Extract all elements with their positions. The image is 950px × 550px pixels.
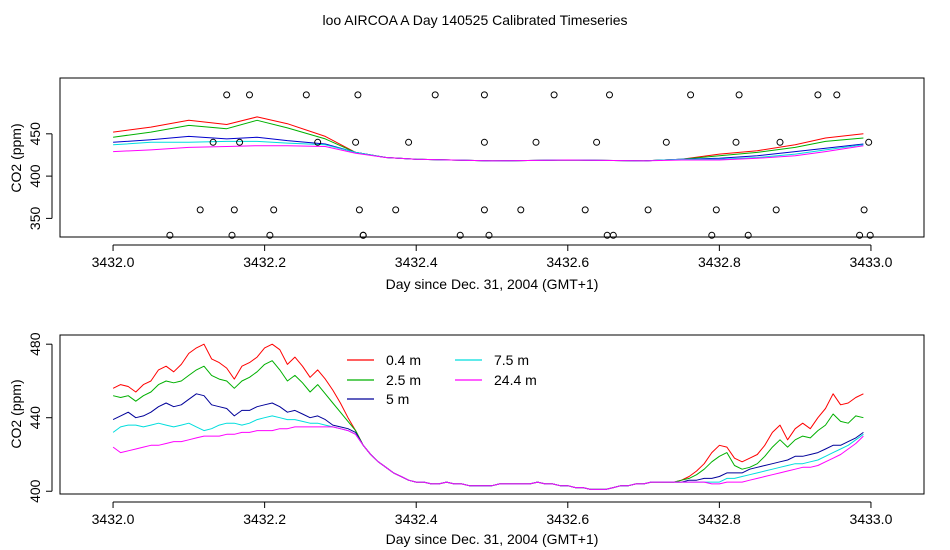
bottom-x-axis: 3432.0 3432.2 3432.4 3432.6 3432.8 3433.0 <box>92 501 893 527</box>
top-scatter-point <box>772 206 780 214</box>
top-y-tick-label: 450 <box>27 122 43 146</box>
top-scatter-point <box>480 138 488 146</box>
legend-label-1: 2.5 m <box>386 372 421 388</box>
bottom-y-axis-label: CO2 (ppm) <box>8 379 24 448</box>
top-scatter-point <box>480 91 488 99</box>
top-scatter-point <box>581 206 589 214</box>
top-scatter-point <box>359 231 367 239</box>
top-scatter-point <box>405 138 413 146</box>
top-x-tick-label: 3432.8 <box>698 254 741 270</box>
top-scatter-point <box>687 91 695 99</box>
bottom-series-lines <box>112 343 864 490</box>
figure-title: loo AIRCOA A Day 140525 Calibrated Times… <box>322 12 627 28</box>
top-scatter-point <box>856 231 864 239</box>
top-scatter-point <box>662 138 670 146</box>
top-scatter-point <box>609 231 617 239</box>
bottom-x-tick-label: 3433.0 <box>850 511 893 527</box>
top-scatter-point <box>302 91 310 99</box>
top-plot-frame <box>59 77 925 238</box>
top-series-lines <box>113 116 864 162</box>
top-scatter-point <box>517 206 525 214</box>
legend-label-0: 0.4 m <box>386 352 421 368</box>
top-scatter-point <box>209 138 217 146</box>
top-scatter-point <box>712 206 720 214</box>
top-scatter-point <box>456 231 464 239</box>
top-scatter-point <box>355 206 363 214</box>
top-series-line-2 <box>113 135 864 162</box>
top-scatter-point <box>735 91 743 99</box>
top-scatter-point <box>865 138 873 146</box>
top-scatter-point <box>246 91 253 99</box>
top-scatter-point <box>266 231 274 239</box>
top-scatter-point <box>314 138 322 146</box>
top-x-tick-label: 3432.6 <box>546 254 589 270</box>
bottom-series-line-2 <box>112 393 864 490</box>
top-x-tick-label: 3432.4 <box>395 254 438 270</box>
top-scatter-point <box>392 206 400 214</box>
top-scatter-point <box>352 138 360 146</box>
bottom-y-tick-label: 480 <box>27 332 43 356</box>
bottom-x-tick-label: 3432.0 <box>92 511 135 527</box>
top-x-axis: 3432.0 3432.2 3432.4 3432.6 3432.8 3433.0 <box>92 244 893 270</box>
top-scatter-point <box>228 231 236 239</box>
bottom-x-tick-label: 3432.6 <box>546 511 589 527</box>
top-scatter-point <box>480 206 488 214</box>
top-scatter-points <box>166 91 874 239</box>
top-scatter-point <box>196 206 204 214</box>
top-y-tick-label: 350 <box>27 207 43 231</box>
top-scatter-point <box>354 91 362 99</box>
bottom-x-axis-label: Day since Dec. 31, 2004 (GMT+1) <box>386 531 599 547</box>
bottom-timeseries-panel: 3432.0 3432.2 3432.4 3432.6 3432.8 3433.0 400… <box>8 332 925 547</box>
top-scatter-point <box>732 138 740 146</box>
top-scatter-point <box>860 206 868 214</box>
legend: 0.4 m 2.5 m 5 m 7.5 m 24.4 m <box>347 352 537 407</box>
top-scatter-point <box>708 231 716 239</box>
top-scatter-point <box>532 138 540 146</box>
top-scatter-point <box>776 138 784 146</box>
top-x-tick-label: 3432.0 <box>92 254 135 270</box>
top-scatter-point <box>270 206 278 214</box>
top-scatter-point <box>166 231 174 239</box>
top-series-line-1 <box>113 119 864 162</box>
top-y-tick-label: 400 <box>27 164 43 188</box>
bottom-x-tick-label: 3432.4 <box>395 511 438 527</box>
top-x-tick-label: 3433.0 <box>850 254 893 270</box>
legend-label-4: 24.4 m <box>494 372 537 388</box>
top-scatter-point <box>833 91 841 99</box>
top-timeseries-panel: 3432.0 3432.2 3432.4 3432.6 3432.8 3433.0 350… <box>8 77 925 292</box>
top-series-line-4 <box>113 145 864 162</box>
top-scatter-point <box>550 91 558 99</box>
top-scatter-point <box>485 231 493 239</box>
top-x-tick-label: 3432.2 <box>243 254 286 270</box>
bottom-y-axis: 400 440 480 <box>27 332 53 503</box>
top-scatter-point <box>236 138 244 146</box>
top-scatter-point <box>230 206 238 214</box>
legend-label-2: 5 m <box>386 391 409 407</box>
top-scatter-point <box>644 206 652 214</box>
bottom-plot-frame <box>59 334 925 495</box>
top-scatter-point <box>814 91 822 99</box>
top-scatter-point <box>593 138 601 146</box>
bottom-x-tick-label: 3432.2 <box>243 511 286 527</box>
bottom-series-line-1 <box>112 360 864 490</box>
bottom-x-tick-label: 3432.8 <box>698 511 741 527</box>
legend-label-3: 7.5 m <box>494 352 529 368</box>
top-scatter-point <box>744 231 752 239</box>
top-y-axis-label: CO2 (ppm) <box>8 123 24 192</box>
top-scatter-point <box>866 231 874 239</box>
top-y-axis: 350 400 450 <box>27 122 53 231</box>
top-scatter-point <box>606 91 613 99</box>
bottom-y-tick-label: 440 <box>27 406 43 430</box>
bottom-series-line-0 <box>112 343 864 490</box>
bottom-series-line-3 <box>112 415 864 490</box>
top-scatter-point <box>431 91 439 99</box>
top-x-axis-label: Day since Dec. 31, 2004 (GMT+1) <box>386 276 599 292</box>
bottom-series-line-4 <box>112 426 864 490</box>
bottom-y-tick-label: 400 <box>27 479 43 503</box>
top-scatter-point <box>223 91 231 99</box>
